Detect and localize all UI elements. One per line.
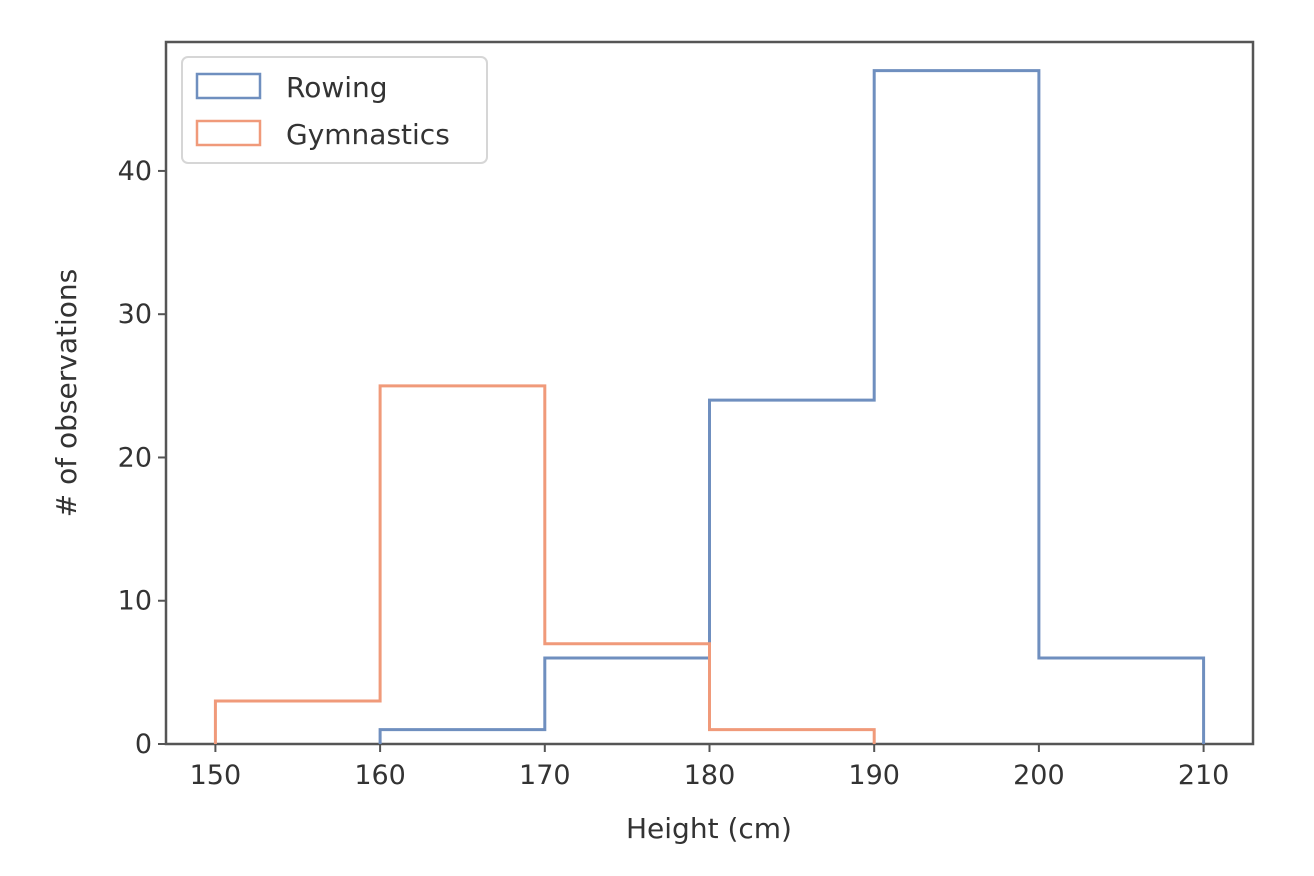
- x-tick-label: 200: [1013, 760, 1065, 791]
- series-layer: [213, 69, 1206, 744]
- legend-frame: [181, 56, 488, 164]
- y-axis-label: # of observations: [50, 269, 83, 517]
- y-tick-label: 40: [118, 156, 152, 187]
- y-tick-label: 10: [118, 586, 152, 617]
- x-tick-label: 150: [190, 760, 242, 791]
- legend-label-gymnastics: Gymnastics: [286, 118, 450, 151]
- legend-swatch-rowing: [195, 72, 262, 100]
- y-axis-ticks: 0 10 20 30 40: [118, 156, 166, 760]
- x-tick-label: 170: [519, 760, 571, 791]
- y-tick-label: 20: [118, 442, 152, 473]
- histogram-series-rowing: [378, 69, 1206, 744]
- legend-label-rowing: Rowing: [286, 71, 388, 104]
- x-tick-label: 180: [684, 760, 736, 791]
- legend: Rowing Gymnastics: [181, 56, 488, 164]
- x-axis-label: Height (cm): [626, 812, 792, 845]
- x-tick-label: 160: [354, 760, 406, 791]
- y-tick-label: 30: [118, 299, 152, 330]
- x-tick-label: 190: [848, 760, 900, 791]
- histogram-series-gymnastics: [213, 384, 876, 744]
- x-axis-ticks: 150 160 170 180 190 200 210: [190, 744, 1230, 791]
- legend-swatch-gymnastics: [195, 119, 262, 147]
- y-tick-label: 0: [135, 729, 152, 760]
- x-tick-label: 210: [1178, 760, 1230, 791]
